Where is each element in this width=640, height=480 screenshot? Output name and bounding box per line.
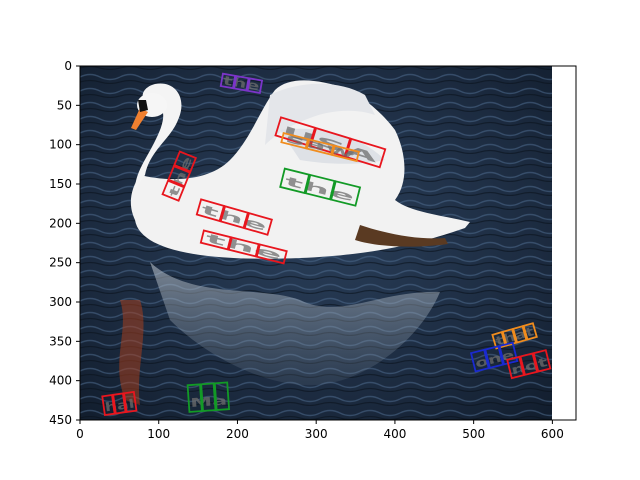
x-tick-label: 300 (305, 427, 328, 441)
char-box (501, 328, 518, 347)
text-annotation: Ma (186, 381, 231, 413)
y-tick-label: 50 (57, 98, 72, 112)
x-tick-label: 400 (383, 427, 406, 441)
x-tick-label: 200 (226, 427, 249, 441)
char-box (195, 198, 226, 223)
x-tick-label: 600 (541, 427, 564, 441)
y-tick-label: 200 (49, 216, 72, 230)
annotation-text: Ma (190, 393, 228, 410)
y-tick-label: 250 (49, 256, 72, 270)
y-tick-label: 300 (49, 295, 72, 309)
char-box (255, 243, 288, 265)
y-tick-label: 100 (49, 138, 72, 152)
char-box (309, 126, 352, 158)
y-axis: 0 50 100 150 200 250 300 350 400 450 (49, 59, 80, 427)
char-box (101, 393, 116, 417)
char-box (469, 348, 490, 373)
char-box (304, 173, 336, 201)
char-box (123, 390, 138, 413)
char-box (161, 179, 186, 202)
char-box (243, 211, 273, 236)
y-tick-label: 450 (49, 413, 72, 427)
char-box (522, 322, 538, 341)
char-box (186, 383, 203, 413)
char-box (167, 164, 192, 188)
char-box (246, 77, 264, 94)
char-box (305, 138, 335, 156)
text-annotation: not (506, 349, 552, 380)
char-box (280, 131, 310, 150)
char-box (233, 74, 250, 92)
x-tick-label: 0 (76, 427, 84, 441)
axes-frame (79, 65, 577, 421)
blank-strip (552, 66, 576, 420)
x-tick-label: 100 (147, 427, 170, 441)
char-box (331, 144, 360, 163)
y-tick-label: 0 (64, 59, 72, 73)
char-box (219, 72, 237, 90)
annotation-text: hal (104, 396, 135, 414)
char-box (279, 167, 311, 195)
char-box (219, 205, 249, 229)
char-box (200, 382, 217, 412)
char-box (512, 325, 528, 344)
text-annotation: the (219, 72, 264, 94)
char-box (344, 137, 387, 169)
char-box (173, 150, 198, 173)
char-box (199, 229, 232, 251)
y-tick-label: 150 (49, 177, 72, 191)
x-tick-label: 500 (462, 427, 485, 441)
char-box (330, 180, 362, 207)
char-box (498, 341, 519, 366)
char-box (227, 236, 260, 258)
x-axis: 0 100 200 300 400 500 600 (76, 420, 564, 441)
text-annotation: hal (101, 390, 138, 417)
text-annotation: one (469, 341, 519, 373)
char-box (532, 349, 552, 373)
char-box (506, 355, 525, 380)
char-box (112, 392, 127, 415)
y-tick-label: 350 (49, 334, 72, 348)
char-box (274, 116, 317, 147)
char-box (484, 345, 505, 369)
y-tick-label: 400 (49, 374, 72, 388)
char-box (519, 352, 539, 376)
char-box (213, 381, 231, 411)
char-box (491, 331, 507, 350)
